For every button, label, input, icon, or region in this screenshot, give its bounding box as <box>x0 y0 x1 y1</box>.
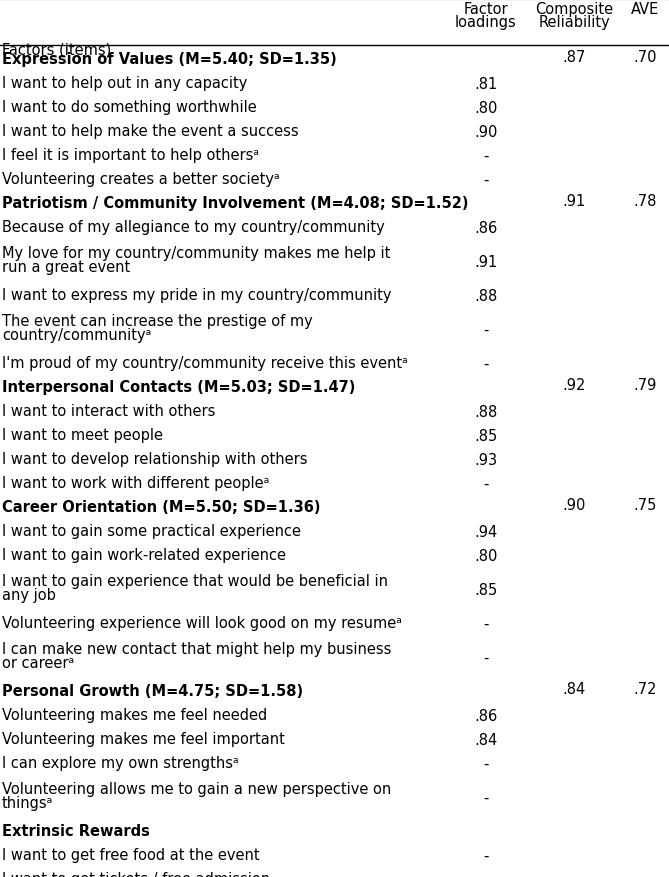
Text: I want to gain work-related experience: I want to gain work-related experience <box>2 547 286 562</box>
Text: thingsᵃ: thingsᵃ <box>2 795 54 810</box>
Text: .94: .94 <box>474 524 498 539</box>
Text: .92: .92 <box>563 378 585 393</box>
Text: -: - <box>483 476 488 491</box>
Text: -: - <box>483 650 488 665</box>
Text: .85: .85 <box>474 428 498 443</box>
Text: Reliability: Reliability <box>538 15 610 30</box>
Text: Volunteering makes me feel important: Volunteering makes me feel important <box>2 731 285 746</box>
Text: Because of my allegiance to my country/community: Because of my allegiance to my country/c… <box>2 220 385 235</box>
Text: Expression of Values (M=5.40; SD=1.35): Expression of Values (M=5.40; SD=1.35) <box>2 52 337 68</box>
Text: Factors (items): Factors (items) <box>2 42 111 57</box>
Text: .70: .70 <box>634 50 657 65</box>
Text: .86: .86 <box>474 708 498 723</box>
Text: .81: .81 <box>474 76 498 91</box>
Text: .90: .90 <box>563 497 585 512</box>
Text: -: - <box>483 356 488 371</box>
Text: My love for my country/community makes me help it: My love for my country/community makes m… <box>2 246 391 260</box>
Text: -: - <box>483 848 488 863</box>
Text: country/communityᵃ: country/communityᵃ <box>2 328 151 343</box>
Text: I can explore my own strengthsᵃ: I can explore my own strengthsᵃ <box>2 755 239 770</box>
Text: .79: .79 <box>634 378 657 393</box>
Text: any job: any job <box>2 588 56 602</box>
Text: .75: .75 <box>634 497 657 512</box>
Text: Extrinsic Rewards: Extrinsic Rewards <box>2 824 150 838</box>
Text: I want to meet people: I want to meet people <box>2 428 163 443</box>
Text: Patriotism / Community Involvement (M=4.08; SD=1.52): Patriotism / Community Involvement (M=4.… <box>2 196 468 211</box>
Text: The event can increase the prestige of my: The event can increase the prestige of m… <box>2 313 312 329</box>
Text: I want to develop relationship with others: I want to develop relationship with othe… <box>2 452 308 467</box>
Text: I want to express my pride in my country/community: I want to express my pride in my country… <box>2 288 391 303</box>
Text: .78: .78 <box>634 194 657 209</box>
Text: -: - <box>483 323 488 338</box>
Text: Composite: Composite <box>535 2 613 17</box>
Text: run a great event: run a great event <box>2 260 130 275</box>
Text: Volunteering experience will look good on my resumeᵃ: Volunteering experience will look good o… <box>2 616 402 631</box>
Text: I want to do something worthwhile: I want to do something worthwhile <box>2 100 257 115</box>
Text: I want to interact with others: I want to interact with others <box>2 403 215 418</box>
Text: Career Orientation (M=5.50; SD=1.36): Career Orientation (M=5.50; SD=1.36) <box>2 500 320 515</box>
Text: I want to get free food at the event: I want to get free food at the event <box>2 847 260 862</box>
Text: .90: .90 <box>474 125 498 139</box>
Text: .87: .87 <box>563 50 585 65</box>
Text: .88: .88 <box>474 289 498 303</box>
Text: AVE: AVE <box>631 2 659 17</box>
Text: loadings: loadings <box>455 15 517 30</box>
Text: .84: .84 <box>563 681 585 696</box>
Text: Volunteering creates a better societyᵃ: Volunteering creates a better societyᵃ <box>2 172 280 187</box>
Text: .86: .86 <box>474 220 498 236</box>
Text: I want to get tickets / free admission: I want to get tickets / free admission <box>2 871 270 877</box>
Text: -: - <box>483 790 488 805</box>
Text: Volunteering makes me feel needed: Volunteering makes me feel needed <box>2 708 267 723</box>
Text: -: - <box>483 148 488 164</box>
Text: I feel it is important to help othersᵃ: I feel it is important to help othersᵃ <box>2 148 259 163</box>
Text: I want to gain experience that would be beneficial in: I want to gain experience that would be … <box>2 574 388 588</box>
Text: .85: .85 <box>474 582 498 597</box>
Text: .88: .88 <box>474 404 498 419</box>
Text: I want to help out in any capacity: I want to help out in any capacity <box>2 76 248 91</box>
Text: Volunteering allows me to gain a new perspective on: Volunteering allows me to gain a new per… <box>2 781 391 796</box>
Text: I'm proud of my country/community receive this eventᵃ: I'm proud of my country/community receiv… <box>2 356 407 371</box>
Text: -: - <box>483 616 488 631</box>
Text: -: - <box>483 872 488 877</box>
Text: I want to gain some practical experience: I want to gain some practical experience <box>2 524 301 538</box>
Text: .72: .72 <box>634 681 657 696</box>
Text: .93: .93 <box>474 453 498 467</box>
Text: I can make new contact that might help my business: I can make new contact that might help m… <box>2 641 391 656</box>
Text: -: - <box>483 173 488 188</box>
Text: -: - <box>483 756 488 771</box>
Text: .80: .80 <box>474 101 498 116</box>
Text: Personal Growth (M=4.75; SD=1.58): Personal Growth (M=4.75; SD=1.58) <box>2 683 303 698</box>
Text: .91: .91 <box>474 254 498 269</box>
Text: .80: .80 <box>474 548 498 563</box>
Text: .84: .84 <box>474 732 498 747</box>
Text: I want to work with different peopleᵃ: I want to work with different peopleᵃ <box>2 475 269 490</box>
Text: Factor: Factor <box>464 2 508 17</box>
Text: .91: .91 <box>563 194 585 209</box>
Text: I want to help make the event a success: I want to help make the event a success <box>2 124 298 139</box>
Text: or careerᵃ: or careerᵃ <box>2 655 74 670</box>
Text: Interpersonal Contacts (M=5.03; SD=1.47): Interpersonal Contacts (M=5.03; SD=1.47) <box>2 380 355 395</box>
